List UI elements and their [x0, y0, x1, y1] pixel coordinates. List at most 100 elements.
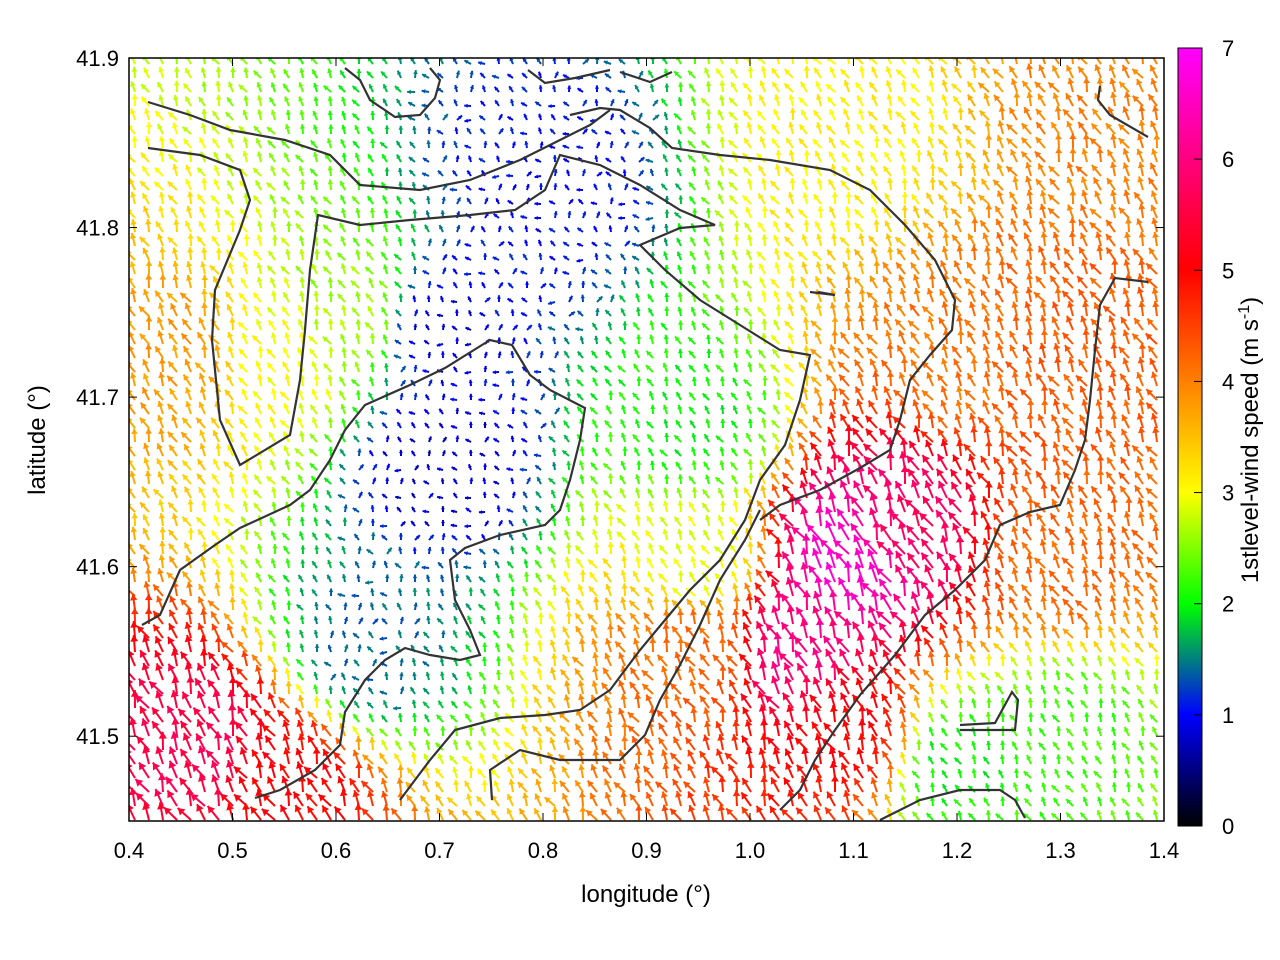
wind-vector: [970, 162, 977, 177]
wind-vector: [1064, 344, 1074, 359]
wind-vector: [483, 422, 487, 429]
wind-vector: [1069, 147, 1077, 163]
wind-vector: [436, 495, 444, 500]
wind-vector: [531, 725, 542, 737]
wind-vector: [719, 706, 727, 723]
wind-vector: [356, 58, 362, 65]
wind-vector: [242, 611, 249, 625]
wind-vector: [355, 249, 361, 261]
wind-vector: [468, 587, 474, 597]
wind-vector: [912, 385, 920, 401]
wind-vector: [411, 492, 416, 499]
wind-vector: [253, 586, 262, 597]
wind-vector: [441, 519, 445, 527]
wind-vector: [129, 306, 136, 317]
wind-vector: [825, 124, 836, 135]
wind-vector: [929, 740, 935, 751]
wind-vector: [839, 68, 850, 79]
wind-vector: [1026, 63, 1034, 79]
wind-vector: [421, 255, 430, 261]
wind-vector: [770, 334, 780, 345]
wind-vector: [140, 152, 150, 163]
wind-vector: [399, 672, 404, 681]
wind-vector: [1123, 553, 1131, 569]
wind-vector: [238, 84, 248, 93]
wind-vector: [715, 68, 724, 79]
wind-vector: [814, 220, 822, 233]
wind-vector: [320, 777, 332, 793]
wind-vector: [677, 348, 683, 359]
wind-vector: [1055, 147, 1063, 163]
wind-vector: [800, 506, 809, 527]
terrain-contour-line: [147, 100, 611, 192]
wind-vector: [899, 721, 907, 737]
wind-vector: [747, 761, 755, 779]
wind-vector: [511, 393, 516, 401]
wind-vector: [323, 84, 332, 93]
wind-vector: [313, 82, 319, 93]
wind-vector: [957, 107, 964, 121]
wind-vector: [727, 139, 738, 149]
wind-vector: [483, 378, 488, 387]
wind-vector: [508, 778, 515, 793]
wind-vector: [999, 782, 1005, 793]
wind-vector: [1019, 430, 1032, 443]
wind-vector: [143, 457, 150, 471]
wind-vector: [257, 639, 264, 653]
wind-vector: [184, 634, 193, 653]
wind-vector: [372, 477, 377, 485]
wind-vector: [828, 151, 836, 163]
wind-vector: [866, 347, 878, 359]
wind-vector: [677, 139, 683, 149]
wind-vector: [297, 474, 304, 485]
wind-vector: [1125, 496, 1133, 513]
wind-vector: [689, 236, 696, 247]
wind-vector: [783, 363, 794, 373]
wind-vector: [952, 95, 962, 107]
wind-vector: [1080, 203, 1088, 219]
wind-vector: [184, 95, 192, 107]
wind-vector: [1041, 669, 1048, 681]
wind-vector: [614, 612, 626, 625]
wind-vector: [139, 501, 150, 513]
wind-vector: [360, 780, 374, 793]
wind-vector: [632, 186, 640, 191]
wind-vector: [413, 364, 418, 373]
wind-vector: [129, 389, 136, 401]
wind-vector: [1125, 782, 1132, 793]
wind-vector: [953, 757, 962, 765]
wind-vector: [838, 648, 850, 667]
wind-vector: [828, 746, 837, 765]
wind-vector: [549, 764, 556, 779]
wind-vector: [1134, 569, 1144, 583]
wind-vector: [588, 571, 598, 583]
wind-vector: [810, 320, 822, 331]
wind-vector: [956, 135, 963, 149]
wind-vector: [652, 114, 660, 121]
wind-vector: [157, 233, 164, 247]
wind-vector: [1024, 301, 1032, 317]
wind-vector: [983, 797, 990, 807]
wind-vector: [142, 802, 151, 821]
wind-vector: [184, 358, 192, 373]
wind-vector: [179, 748, 192, 765]
wind-vector: [1092, 672, 1102, 681]
wind-vector: [170, 689, 179, 709]
wind-vector: [984, 259, 992, 275]
wind-vector: [981, 302, 990, 317]
wind-vector: [1039, 190, 1047, 205]
wind-vector: [733, 234, 740, 247]
wind-vector: [536, 667, 543, 681]
wind-vector: [898, 619, 907, 639]
wind-vector: [731, 570, 738, 583]
wind-vector: [803, 65, 810, 79]
wind-vector: [760, 718, 769, 737]
wind-vector: [495, 656, 502, 667]
wind-vector: [800, 276, 808, 289]
wind-vector: [669, 709, 682, 723]
wind-vector: [524, 239, 529, 247]
wind-vector: [370, 518, 376, 527]
wind-vector: [284, 96, 290, 107]
wind-vector: [964, 402, 976, 415]
wind-vector: [226, 96, 234, 107]
